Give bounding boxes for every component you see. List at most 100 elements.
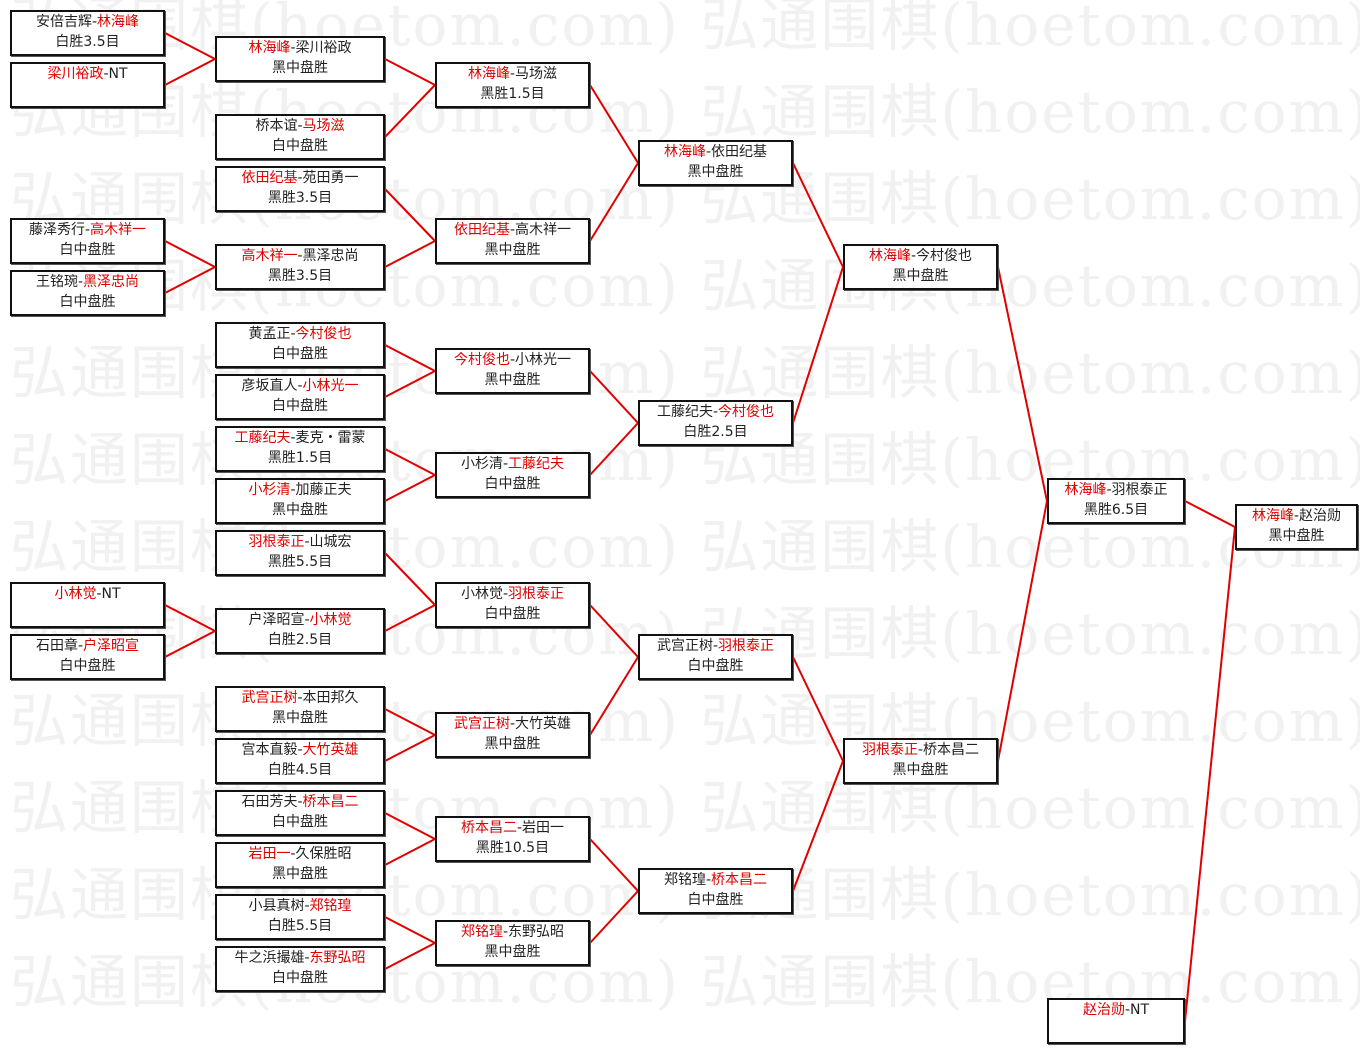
match-box: 武宫正树-大竹英雄 黑中盘胜 — [435, 712, 590, 758]
winner-name: 今村俊也 — [295, 326, 352, 342]
match-result: 黑中盘胜 — [892, 762, 949, 778]
match-box: 羽根泰正-桥本昌二 黑中盘胜 — [843, 738, 998, 784]
player-name: NT — [101, 586, 121, 602]
separator: - — [304, 898, 310, 914]
match-box: 高木祥一-黑泽忠尚 黑胜3.5目 — [215, 244, 385, 290]
separator: - — [290, 482, 296, 498]
bracket-connector — [384, 344, 436, 372]
separator: - — [290, 430, 296, 446]
match-players: 藤泽秀行-高木祥一 — [12, 220, 163, 240]
match-box: 黄孟正-今村俊也 白中盘胜 — [215, 322, 385, 368]
player-name: 安倍吉辉 — [35, 14, 92, 30]
match-box: 工藤纪夫-今村俊也 白胜2.5目 — [638, 400, 793, 446]
match-players: 小林觉-NT — [12, 584, 163, 604]
bracket-connector — [164, 240, 216, 268]
separator: - — [1293, 508, 1300, 524]
match-result: 黑中盘胜 — [272, 710, 328, 726]
match-box: 王铭琬-黑泽忠尚 白中盘胜 — [10, 270, 165, 316]
separator: - — [502, 924, 509, 940]
bracket-connector — [384, 916, 436, 944]
match-players: 林海峰-依田纪基 — [640, 142, 791, 162]
player-name: 梁川裕政 — [295, 40, 352, 56]
winner-name: 羽根泰正 — [861, 742, 918, 758]
match-box: 郑铭瑝-桥本昌二 白中盘胜 — [638, 868, 793, 914]
bracket-connector — [589, 370, 639, 424]
separator: - — [297, 742, 303, 758]
player-name: 武宫正树 — [656, 638, 713, 654]
player-name: 小林觉 — [460, 586, 503, 602]
winner-name: 林海峰 — [1064, 482, 1107, 498]
bracket-connector — [792, 656, 844, 762]
separator: - — [509, 352, 516, 368]
match-players: 郑铭瑝-桥本昌二 — [640, 870, 791, 890]
match-box: 石田章-户泽昭宣 白中盘胜 — [10, 634, 165, 680]
match-result: 白中盘胜 — [272, 970, 328, 986]
match-result: 黑胜3.5目 — [267, 190, 333, 206]
match-result: 白中盘胜 — [272, 398, 328, 414]
winner-name: 桥本昌二 — [460, 820, 517, 836]
bracket-connector — [589, 84, 639, 164]
bracket-connector — [997, 500, 1048, 762]
match-result: 白中盘胜 — [484, 476, 541, 492]
match-players: 赵治勋-NT — [1049, 1000, 1183, 1020]
match-result: 黑中盘胜 — [484, 372, 541, 388]
match-players: 武宫正树-羽根泰正 — [640, 636, 791, 656]
match-box: 武宫正树-羽根泰正 白中盘胜 — [638, 634, 793, 680]
match-box: 武宫正树-本田邦久 黑中盘胜 — [215, 686, 385, 732]
bracket-connector — [792, 266, 844, 424]
match-box: 林海峰-依田纪基 黑中盘胜 — [638, 140, 793, 186]
winner-name: 今村俊也 — [718, 404, 775, 420]
separator: - — [705, 872, 712, 888]
bracket-connector — [589, 838, 639, 892]
match-box: 桥本昌二-岩田一 黑胜10.5目 — [435, 816, 590, 862]
match-box: 小杉清-加藤正夫 黑中盘胜 — [215, 478, 385, 524]
match-result: 黑中盘胜 — [892, 268, 949, 284]
winner-name: 赵治勋 — [1082, 1002, 1125, 1018]
winner-name: 林海峰 — [868, 248, 911, 264]
match-box: 林海峰-赵治勋 黑中盘胜 — [1235, 504, 1358, 550]
match-players: 彦坂直人-小林光一 — [217, 376, 383, 396]
separator: - — [297, 248, 303, 264]
separator: - — [516, 820, 523, 836]
match-players: 小林觉-羽根泰正 — [437, 584, 588, 604]
match-result: 白中盘胜 — [59, 242, 116, 258]
match-result: 黑中盘胜 — [484, 736, 541, 752]
match-box: 藤泽秀行-高木祥一白中盘胜 — [10, 218, 165, 264]
match-result: 白胜2.5目 — [683, 424, 748, 440]
match-players: 户泽昭宣-小林觉 — [217, 610, 383, 630]
bracket-connector — [589, 604, 639, 658]
winner-name: 武宫正树 — [453, 716, 510, 732]
match-box: 户泽昭宣-小林觉 白胜2.5目 — [215, 608, 385, 654]
winner-name: 桥本昌二 — [711, 872, 768, 888]
player-name: 户泽昭宣 — [248, 612, 305, 628]
match-players: 小杉清-加藤正夫 — [217, 480, 383, 500]
winner-name: 岩田一 — [248, 846, 291, 862]
separator: - — [290, 846, 296, 862]
match-players: 牛之浜撮雄-东野弘昭 — [217, 948, 383, 968]
player-name: 本田邦久 — [302, 690, 359, 706]
winner-name: 林海峰 — [467, 66, 510, 82]
match-box: 依田纪基-高木祥一 黑中盘胜 — [435, 218, 590, 264]
match-players: 今村俊也-小林光一 — [437, 350, 588, 370]
separator: - — [1106, 482, 1112, 498]
separator: - — [712, 404, 719, 420]
bracket-connector — [164, 266, 216, 294]
match-result: 黑胜1.5目 — [480, 86, 545, 102]
player-name: 岩田一 — [522, 820, 565, 836]
bracket-connector — [589, 656, 639, 736]
match-players: 宫本直毅-大竹英雄 — [217, 740, 383, 760]
player-name: 牛之浜撮雄 — [234, 950, 305, 966]
separator: - — [91, 14, 98, 30]
winner-name: 黑泽忠尚 — [83, 274, 140, 290]
player-name: 藤泽秀行 — [28, 222, 85, 238]
player-name: 黑泽忠尚 — [302, 248, 359, 264]
separator: - — [290, 40, 296, 56]
separator: - — [290, 326, 296, 342]
winner-name: 小林觉 — [54, 586, 97, 602]
winner-name: 武宫正树 — [241, 690, 298, 706]
separator: - — [502, 586, 509, 602]
separator: - — [304, 950, 310, 966]
player-name: 今村俊也 — [916, 248, 973, 264]
winner-name: 林海峰 — [97, 14, 140, 30]
